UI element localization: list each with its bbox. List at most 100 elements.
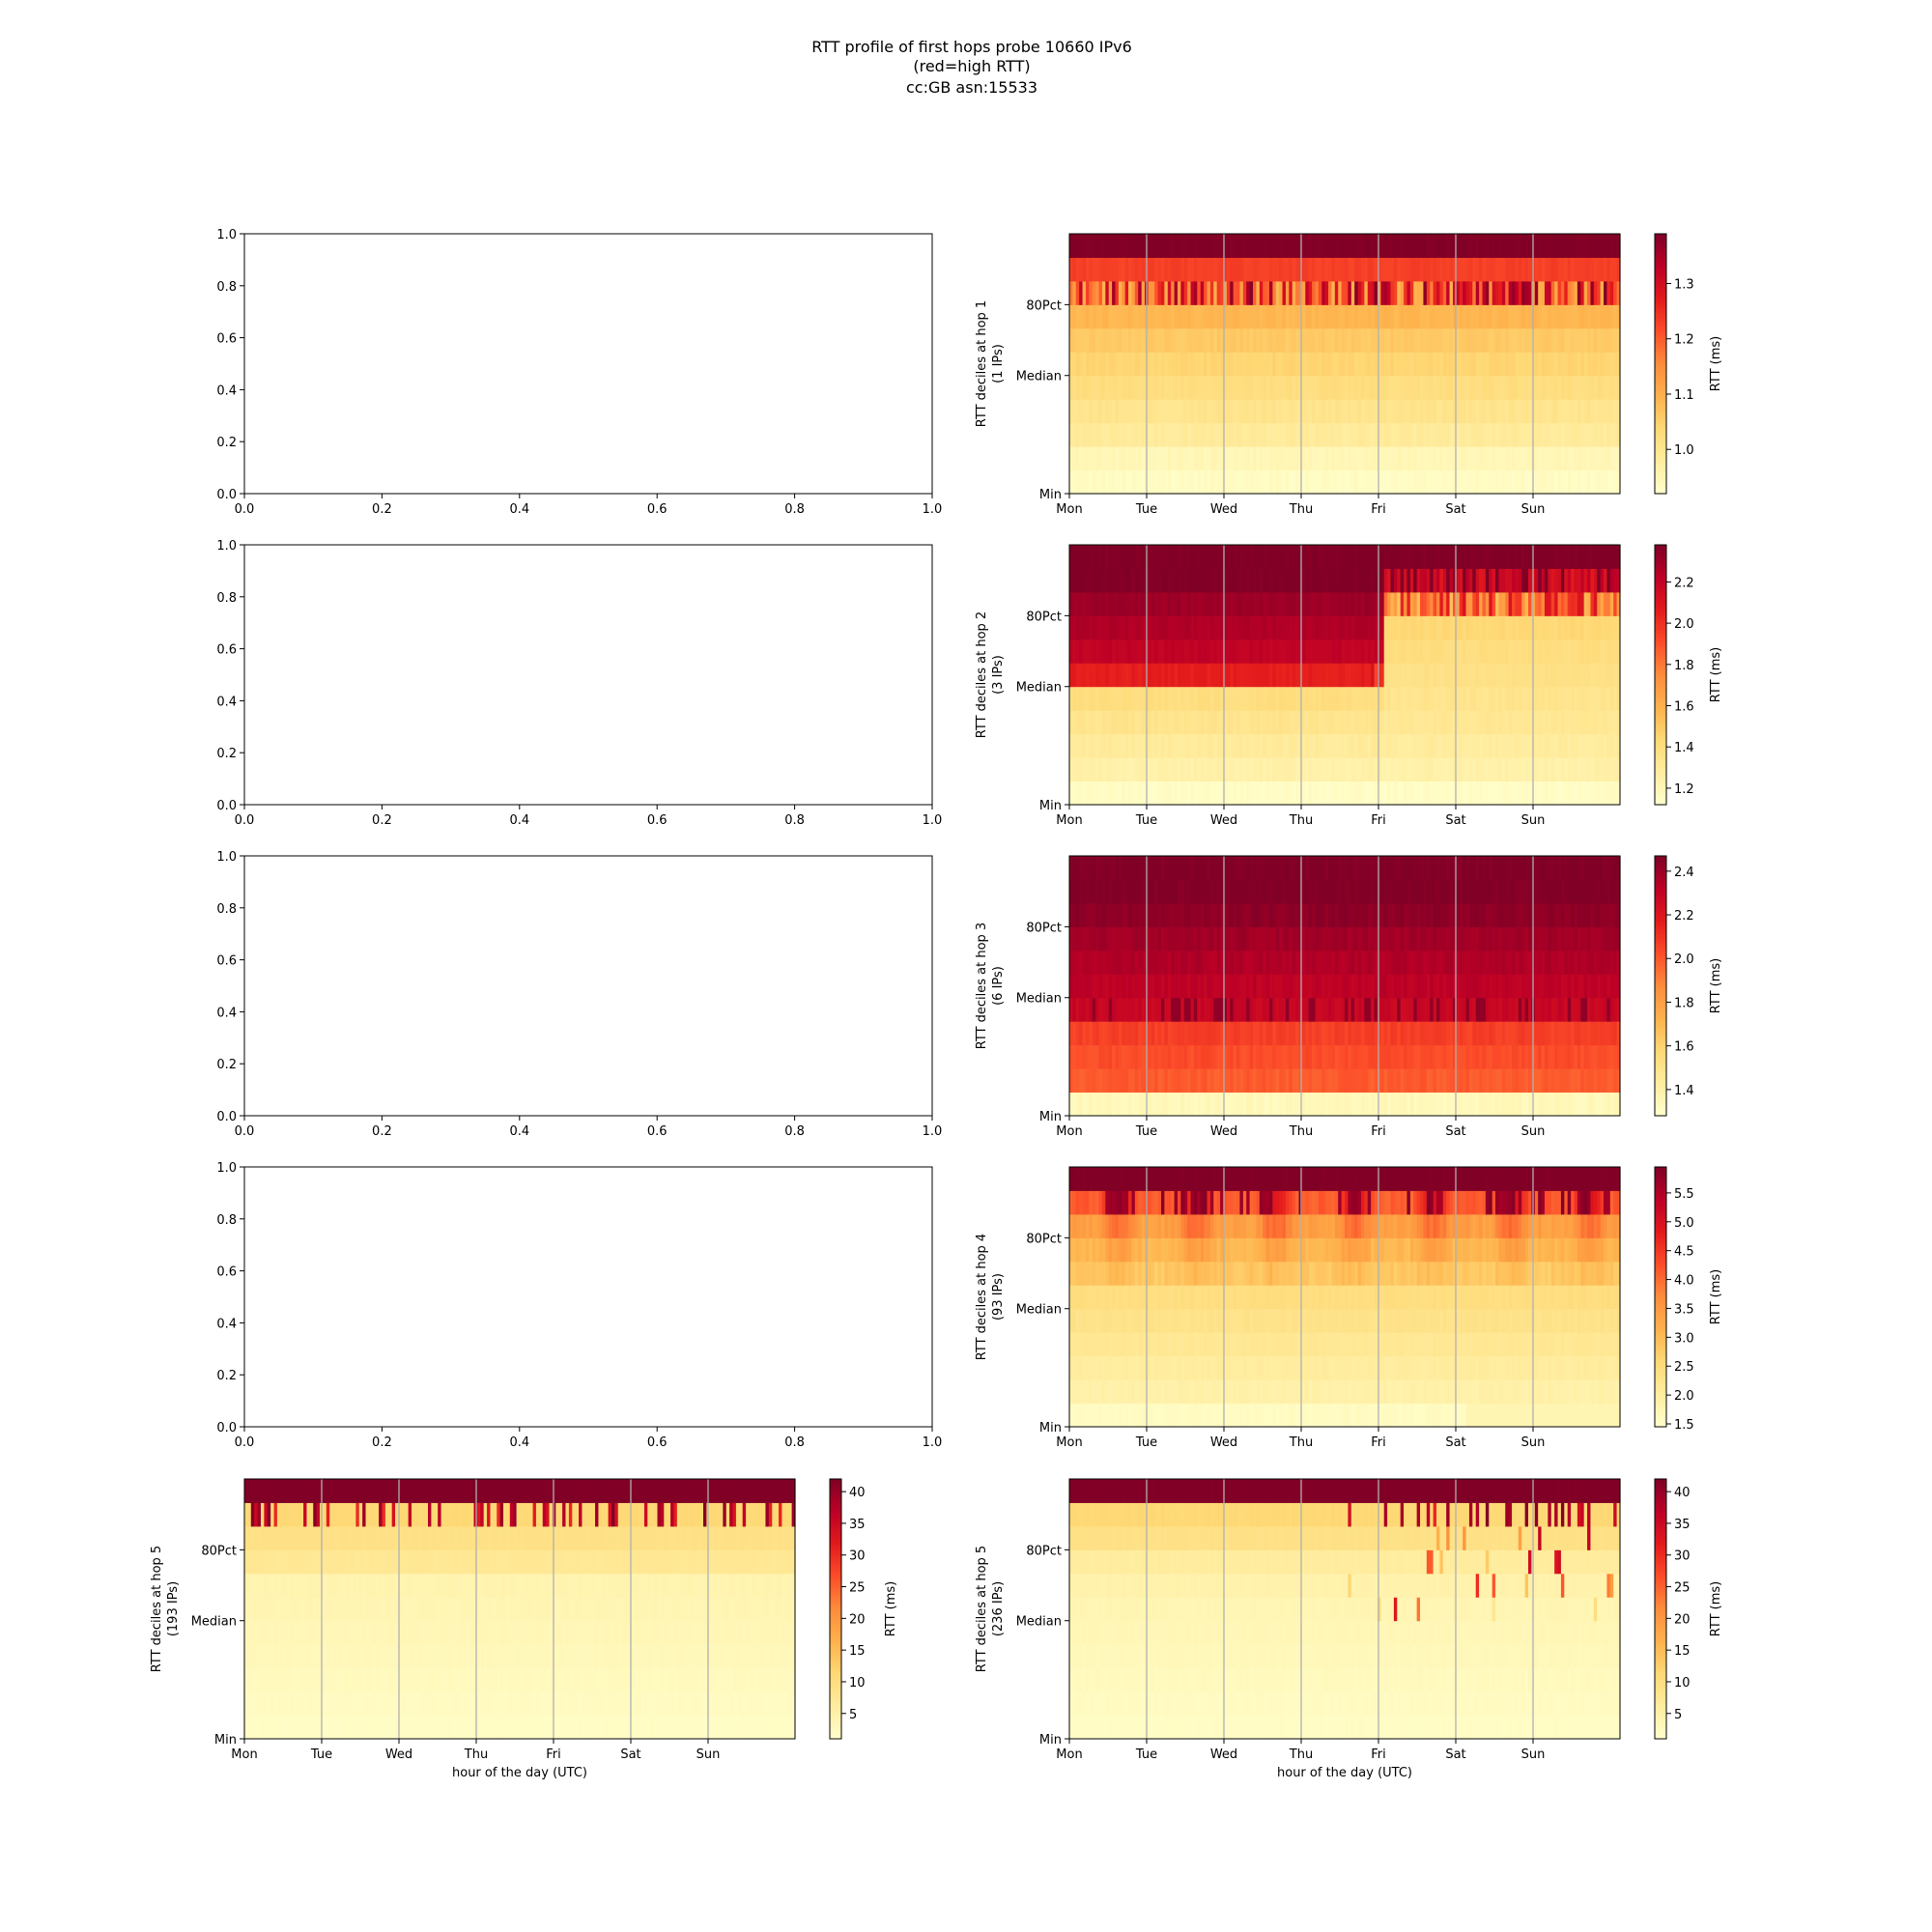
heat-hop1-cell — [1207, 304, 1211, 329]
heat-hop3-cell — [1161, 902, 1165, 927]
heat-hop3-cell — [1207, 950, 1211, 975]
heat-hop1-cell — [1246, 257, 1251, 282]
heat-hop2-cell — [1406, 545, 1411, 569]
heat-hop2-cell — [1239, 733, 1244, 758]
heat-hop2-cell — [1161, 568, 1165, 593]
heat-hop1-cell — [1580, 257, 1585, 282]
empty-2-xtick-label: 0.0 — [235, 813, 255, 828]
heat-hop2-cell — [1409, 615, 1414, 640]
heat-hop2-colorbar-step — [1655, 690, 1666, 694]
heat-hop2-cell — [1606, 686, 1611, 711]
heat-hop3-cell — [1190, 974, 1195, 999]
heat-hop1-cell — [1567, 327, 1572, 353]
heat-hop3-cell — [1256, 879, 1261, 904]
heat-hop1-colorbar-step — [1655, 268, 1666, 271]
heat-hop1-cell — [1154, 469, 1159, 495]
heat-hop1-cell — [1312, 446, 1317, 471]
heat-hop1-cell — [1367, 280, 1372, 305]
heat-hop2-cell — [1341, 781, 1346, 806]
heat-hop1-cell — [1508, 280, 1513, 305]
heat-hop3-cell — [1183, 1021, 1188, 1046]
heat-hop2-cell — [1167, 568, 1172, 593]
empty-3-ytick-label: 0.4 — [216, 1006, 237, 1020]
heat-hop3-cell — [1249, 856, 1254, 880]
heat-hop2-cell — [1324, 615, 1329, 640]
heat-hop2-cell — [1141, 686, 1146, 711]
heat-hop3-cell — [1197, 997, 1202, 1022]
heat-hop2-cell — [1265, 710, 1270, 735]
heat-hop1-cell — [1085, 280, 1090, 305]
heat-hop1-cell — [1357, 422, 1362, 447]
heat-hop2-cell — [1301, 615, 1306, 640]
heat-hop3-cell — [1331, 997, 1336, 1022]
heat-hop2-cell — [1128, 781, 1133, 806]
heat-hop3-cell — [1207, 1092, 1211, 1117]
heat-hop2-cell — [1430, 591, 1435, 616]
heat-hop1-cell — [1141, 304, 1146, 329]
heat-hop1-cell — [1367, 234, 1372, 258]
heat-hop1-cell — [1371, 234, 1376, 258]
heat-hop3-cell — [1216, 997, 1221, 1022]
heat-hop1-cell — [1308, 327, 1313, 353]
heat-hop1-cell — [1518, 304, 1522, 329]
heat-hop2-cell — [1226, 663, 1231, 688]
heat-hop1-cell — [1393, 422, 1398, 447]
heat-hop2-cell — [1406, 757, 1411, 782]
heat-hop3-cell — [1246, 974, 1251, 999]
heat-hop1-cell — [1338, 257, 1343, 282]
heat-hop2-cell — [1348, 615, 1352, 640]
heat-hop2-cell — [1583, 545, 1588, 569]
heat-hop1-cell — [1324, 280, 1329, 305]
heat-hop3-cell — [1177, 926, 1181, 952]
heat-hop2-cell — [1367, 781, 1372, 806]
heat-hop3-cell — [1263, 1044, 1267, 1069]
heat-hop2-cell — [1426, 591, 1431, 616]
heat-hop2-cell — [1492, 615, 1496, 640]
heat-hop2-cell — [1239, 591, 1244, 616]
heat-hop1-cell — [1328, 469, 1333, 495]
heat-hop1-cell — [1263, 280, 1267, 305]
heat-hop3-cell — [1204, 902, 1208, 927]
heat-hop2-cell — [1259, 591, 1264, 616]
heat-hop2-cell — [1528, 757, 1532, 782]
heat-hop1-cell — [1115, 399, 1120, 424]
heat-hop1-cell — [1456, 446, 1461, 471]
heat-hop2-cell — [1256, 686, 1261, 711]
heat-hop1-colorbar-step — [1655, 313, 1666, 317]
heat-hop2-cell — [1371, 639, 1376, 664]
heat-hop2-cell — [1554, 545, 1559, 569]
heat-hop3-cell — [1131, 879, 1136, 904]
heat-hop2-cell — [1501, 568, 1506, 593]
heat-hop1-cell — [1439, 399, 1444, 424]
heat-hop1-cell — [1583, 352, 1588, 377]
heat-hop3-cell — [1200, 974, 1205, 999]
heat-hop2-cell — [1583, 686, 1588, 711]
heat-hop2-cell — [1328, 615, 1333, 640]
heat-hop2-cell — [1295, 639, 1300, 664]
heat-hop2-cell — [1312, 781, 1317, 806]
heat-hop2-cell — [1571, 545, 1576, 569]
heat-hop2-cell — [1479, 686, 1484, 711]
heat-hop2-cell — [1512, 686, 1517, 711]
heat-hop2-cell — [1554, 757, 1559, 782]
heat-hop3-cell — [1128, 926, 1133, 952]
heat-hop3-cell — [1167, 1068, 1172, 1094]
heat-hop2-cell — [1613, 663, 1618, 688]
heat-hop1-cell — [1085, 375, 1090, 400]
heat-hop2-cell — [1590, 568, 1595, 593]
heat-hop3-cell — [1154, 1068, 1159, 1094]
heat-hop2-cell — [1452, 615, 1457, 640]
heat-hop1-cell — [1534, 234, 1539, 258]
heat-hop1-cell — [1400, 352, 1405, 377]
heat-hop2-cell — [1148, 663, 1152, 688]
heat-hop2-colorbar-step — [1655, 698, 1666, 701]
heat-hop3-cell — [1246, 1092, 1251, 1117]
heat-hop1-cell — [1452, 422, 1457, 447]
heat-hop3-cell — [1190, 926, 1195, 952]
heat-hop3-cell — [1272, 950, 1277, 975]
heat-hop1-cell — [1101, 257, 1106, 282]
heat-hop1-cell — [1242, 422, 1247, 447]
heat-hop1-cell — [1308, 399, 1313, 424]
heat-hop2-cell — [1430, 663, 1435, 688]
heat-hop2-cell — [1324, 781, 1329, 806]
